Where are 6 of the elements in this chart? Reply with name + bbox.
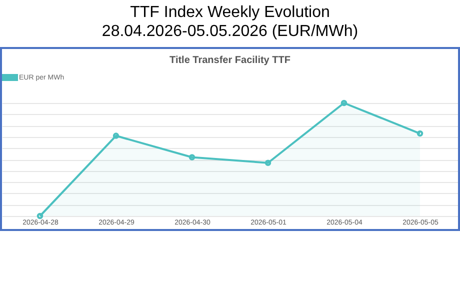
point (112, 132, 120, 139)
chart-subtitle: Title Transfer Facility TTF (170, 55, 290, 66)
point (264, 160, 272, 166)
point (188, 154, 196, 160)
point (340, 100, 348, 106)
chart-title: TTF Index Weekly Evolution 28.04.2026-05.05.2026 (EUR/MWh) (100, 3, 360, 42)
